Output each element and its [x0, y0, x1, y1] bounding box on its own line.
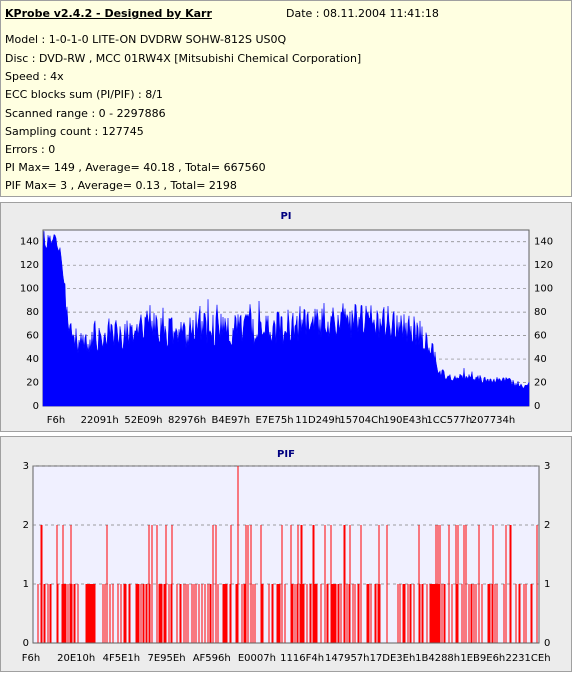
x-tick-label: F6h: [22, 653, 40, 664]
y-tick-label-left: 0: [33, 401, 39, 412]
y-tick-label-left: 40: [26, 354, 39, 365]
x-tick-label: 190E43h: [383, 415, 427, 426]
errors-line: Errors : 0: [5, 143, 56, 156]
x-tick-label: 22091h: [81, 415, 119, 426]
pif-series: [37, 466, 538, 643]
info-panel: KProbe v2.4.2 - Designed by Karr Date : …: [0, 0, 572, 197]
y-tick-label-right: 80: [534, 307, 547, 318]
x-tick-label: 15704Ch: [339, 415, 384, 426]
chart-title: PI: [280, 211, 291, 222]
y-tick-label-left: 120: [20, 260, 39, 271]
y-tick-label-right: 40: [534, 354, 547, 365]
x-tick-label: B4E97h: [211, 415, 250, 426]
y-tick-label-left: 20: [26, 378, 39, 389]
x-tick-label: AF596h: [193, 653, 231, 664]
y-tick-label-left: 3: [23, 461, 29, 472]
x-tick-label: 207734h: [471, 415, 516, 426]
pi-series-area: [42, 231, 530, 407]
y-tick-label-left: 80: [26, 307, 39, 318]
y-tick-label-left: 60: [26, 331, 39, 342]
disc-line: Disc : DVD-RW , MCC 01RW4X [Mitsubishi C…: [5, 52, 362, 65]
y-tick-label-right: 2: [544, 520, 550, 531]
y-tick-label-left: 1: [23, 579, 29, 590]
x-tick-label: 2231CEh: [505, 653, 550, 664]
plot-area: [32, 465, 540, 644]
pif-stats-line: PIF Max= 3 , Average= 0.13 , Total= 2198: [5, 179, 237, 192]
pif-chart: PIF 0 0 1 1 2 2 3 3 F6h 20E10h 4F5E1h 7E95Eh AF596h E0…: [22, 449, 551, 664]
pif-chart-panel: PIF 0 0 1 1 2 2 3 3 F6h 20E10h 4F5E1h 7E95Eh AF596h E0…: [0, 436, 572, 672]
y-tick-label-right: 0: [544, 638, 550, 649]
sampling-count-line: Sampling count : 127745: [5, 125, 144, 138]
x-tick-label: F6h: [47, 415, 65, 426]
x-tick-label: 52E09h: [124, 415, 162, 426]
y-tick-label-right: 140: [534, 237, 553, 248]
y-tick-label-right: 0: [534, 401, 540, 412]
y-tick-label-left: 100: [20, 284, 39, 295]
speed-line: Speed : 4x: [5, 70, 64, 83]
x-tick-label: 147957h: [325, 653, 370, 664]
x-tick-label: 11D249h: [295, 415, 341, 426]
x-tick-label: 20E10h: [57, 653, 95, 664]
y-tick-label-right: 120: [534, 260, 553, 271]
x-tick-label: 1116F4h: [280, 653, 324, 664]
x-tick-label: 1CC577h: [426, 415, 472, 426]
chart-title: PIF: [277, 449, 295, 460]
x-tick-label: 1EB9E6h: [460, 653, 505, 664]
y-tick-label-right: 60: [534, 331, 547, 342]
scan-date: Date : 08.11.2004 11:41:18: [286, 7, 439, 20]
pi-chart-panel: PI 0 0 20 20 40 40 60 60 80 80 100 100 120 120 140 140 F6…: [0, 202, 572, 432]
y-tick-label-left: 0: [23, 638, 29, 649]
y-tick-label-right: 1: [544, 579, 550, 590]
y-tick-label-left: 140: [20, 237, 39, 248]
y-tick-label-right: 100: [534, 284, 553, 295]
x-tick-label: 1B4288h: [415, 653, 460, 664]
ecc-line: ECC blocks sum (PI/PIF) : 8/1: [5, 88, 163, 101]
y-tick-label-right: 20: [534, 378, 547, 389]
x-tick-label: 7E95Eh: [148, 653, 186, 664]
x-tick-label: E7E75h: [255, 415, 293, 426]
x-tick-label: 17DE3Eh: [370, 653, 416, 664]
x-tick-label: E0007h: [238, 653, 276, 664]
pi-stats-line: PI Max= 149 , Average= 40.18 , Total= 66…: [5, 161, 266, 174]
y-tick-label-right: 3: [544, 461, 550, 472]
model-line: Model : 1-0-1-0 LITE-ON DVDRW SOHW-812S …: [5, 33, 287, 46]
scanned-range-line: Scanned range : 0 - 2297886: [5, 107, 166, 120]
x-tick-label: 82976h: [168, 415, 206, 426]
y-tick-label-left: 2: [23, 520, 29, 531]
pi-chart: PI 0 0 20 20 40 40 60 60 80 80 100 100 120 120 140 140 F6…: [20, 211, 553, 426]
x-tick-label: 4F5E1h: [103, 653, 141, 664]
app-title: KProbe v2.4.2 - Designed by Karr: [5, 7, 212, 20]
